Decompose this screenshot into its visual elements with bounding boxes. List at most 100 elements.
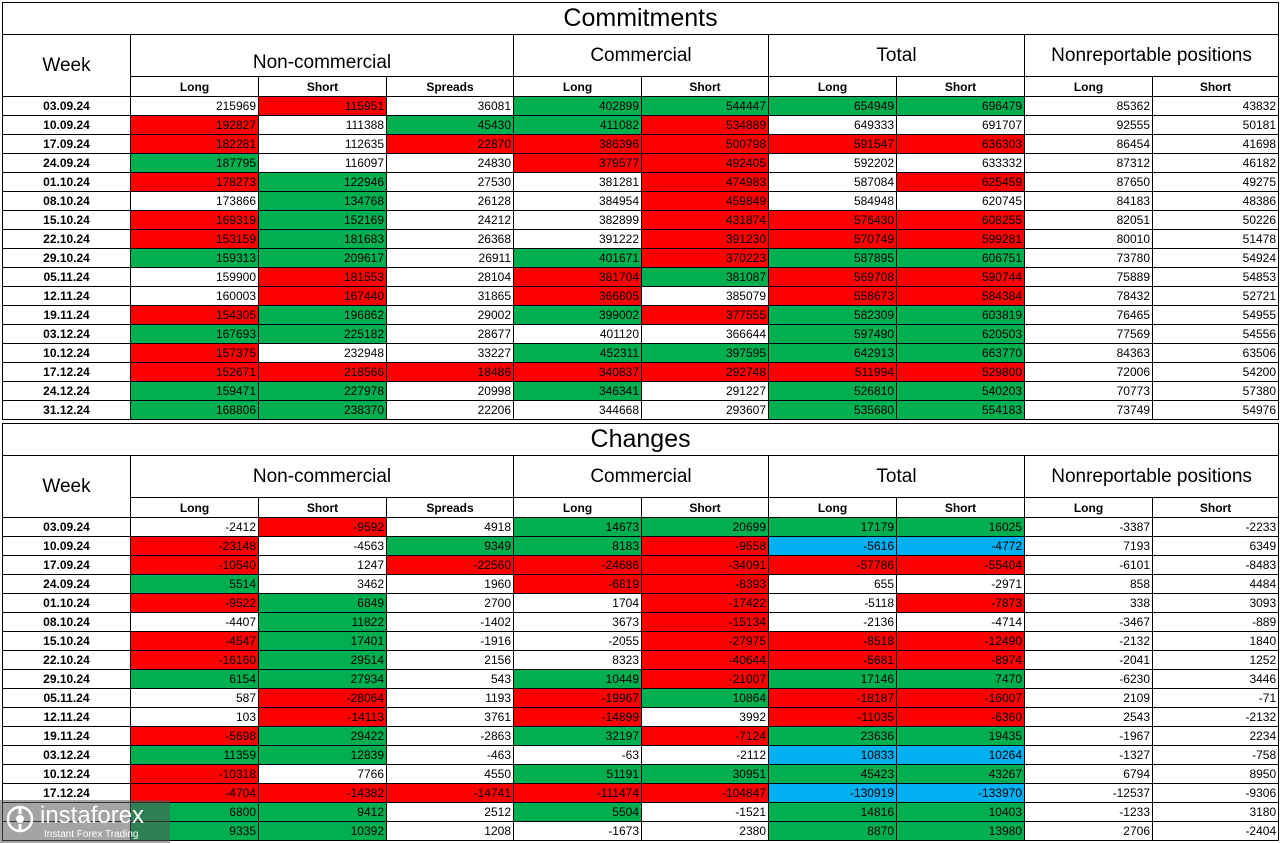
value-cell: 592202 (768, 153, 897, 173)
table-row: 03.09.24 -2412 -9592 4918 14673 20699 17179 160… (2, 517, 1280, 537)
sub-header: Long (768, 76, 897, 97)
value-cell: -24686 (513, 555, 642, 575)
value-cell: 181553 (258, 267, 387, 287)
week-header: Week (2, 34, 131, 97)
value-cell: 366805 (513, 286, 642, 306)
table-row: 24.09.24 5514 3462 1960 -6819 -8393 655 -2971 85… (2, 574, 1280, 594)
table-row: 22.10.24 -16160 29514 2156 8323 -40644 -5681 -8… (2, 650, 1280, 670)
value-cell: 1208 (386, 821, 514, 841)
value-cell: 6849 (258, 593, 387, 613)
value-cell: 10449 (513, 669, 642, 689)
value-cell: 10392 (258, 821, 387, 841)
table-row: 03.12.24 167693 225182 28677 401120 366644 597… (2, 324, 1280, 344)
value-cell: 29002 (386, 305, 514, 325)
week-cell: 24.09.24 (2, 574, 131, 594)
value-cell: 50226 (1151, 210, 1280, 230)
value-cell: -463 (386, 745, 514, 765)
value-cell: 346341 (513, 381, 642, 401)
value-cell: 54955 (1151, 305, 1280, 325)
value-cell: 8183 (513, 536, 642, 556)
value-cell: 17401 (258, 631, 387, 651)
value-cell: -17422 (641, 593, 769, 613)
week-cell: 10.09.24 (2, 115, 131, 135)
value-cell: 27934 (258, 669, 387, 689)
week-cell: 24.12.24 (2, 381, 131, 401)
value-cell: -1673 (513, 821, 642, 841)
value-cell: 3673 (513, 612, 642, 632)
value-cell: 49275 (1151, 172, 1280, 192)
value-cell: -12537 (1024, 783, 1153, 803)
sub-header: Long (130, 76, 259, 97)
value-cell: 544447 (641, 96, 769, 116)
value-cell: -14899 (513, 707, 642, 727)
value-cell: -3387 (1024, 517, 1153, 537)
value-cell: 1193 (386, 688, 514, 708)
sub-header: Short (1151, 497, 1280, 518)
value-cell: 7193 (1024, 536, 1153, 556)
value-cell: 20699 (641, 517, 769, 537)
week-cell: 31.12.24 (2, 400, 131, 420)
table-row: 17.09.24 182281 112635 22870 386396 500798 591… (2, 134, 1280, 154)
value-cell: 397595 (641, 343, 769, 363)
group-header-nonreportable: Nonreportable positions (1023, 455, 1280, 498)
value-cell: 3446 (1151, 669, 1280, 689)
value-cell: -4714 (896, 612, 1025, 632)
value-cell: 43832 (1151, 96, 1280, 116)
table-row: 10.12.24 -10318 7766 4550 51191 30951 45423 432… (2, 764, 1280, 784)
table-row: 15.10.24 -4547 17401 -1916 -2055 -27975 -8518-… (2, 631, 1280, 651)
value-cell: 459849 (641, 191, 769, 211)
value-cell: 366644 (641, 324, 769, 344)
week-cell: 12.11.24 (2, 286, 131, 306)
value-cell: 76465 (1024, 305, 1153, 325)
value-cell: 22206 (386, 400, 514, 420)
week-cell: 03.09.24 (2, 96, 131, 116)
value-cell: 292748 (641, 362, 769, 382)
value-cell: -2971 (896, 574, 1025, 594)
sub-header: Long (130, 497, 259, 518)
value-cell: 587895 (768, 248, 897, 268)
value-cell: 159471 (130, 381, 259, 401)
value-cell: 167440 (258, 286, 387, 306)
week-cell: 05.11.24 (2, 267, 131, 287)
commitments-body: 03.09.24 215969 115951 36081 402899 544447 654… (2, 96, 1280, 420)
value-cell: -2412 (130, 517, 259, 537)
value-cell: 2109 (1024, 688, 1153, 708)
value-cell: 381704 (513, 267, 642, 287)
value-cell: 12839 (258, 745, 387, 765)
value-cell: -8393 (641, 574, 769, 594)
value-cell: 582309 (768, 305, 897, 325)
table-row: 17.12.24 -4704 -14382 -14741 -111474 -104847-… (2, 783, 1280, 803)
week-cell: 19.11.24 (2, 726, 131, 746)
value-cell: -34091 (641, 555, 769, 575)
value-cell: 642913 (768, 343, 897, 363)
value-cell: 9412 (258, 802, 387, 822)
value-cell: 168806 (130, 400, 259, 420)
value-cell: 381087 (641, 267, 769, 287)
value-cell: 655 (768, 574, 897, 594)
table-row: 10.09.24 -23148 -4563 9349 8183 -9558 -5616 -47… (2, 536, 1280, 556)
value-cell: 92555 (1024, 115, 1153, 135)
table-row: 03.12.24 11359 12839 -463 -63 -2112 10833 10264… (2, 745, 1280, 765)
table-row: 08.10.24 -4407 11822 -1402 3673 -15134 -2136 -4… (2, 612, 1280, 632)
value-cell: -4407 (130, 612, 259, 632)
value-cell: 26368 (386, 229, 514, 249)
value-cell: 73780 (1024, 248, 1153, 268)
value-cell: 29514 (258, 650, 387, 670)
value-cell: -2041 (1024, 650, 1153, 670)
value-cell: 10403 (896, 802, 1025, 822)
value-cell: 134768 (258, 191, 387, 211)
sub-header: Short (258, 76, 387, 97)
sub-header: Spreads (386, 76, 514, 97)
value-cell: -133970 (896, 783, 1025, 803)
commitments-table: Commitments Week Non-commercial Commerci… (1, 2, 1280, 420)
value-cell: 620503 (896, 324, 1025, 344)
value-cell: -3467 (1024, 612, 1153, 632)
value-cell: 649333 (768, 115, 897, 135)
sub-header: Long (1024, 76, 1153, 97)
value-cell: 570749 (768, 229, 897, 249)
value-cell: 379577 (513, 153, 642, 173)
value-cell: 2512 (386, 802, 514, 822)
week-cell: 12.11.24 (2, 707, 131, 727)
value-cell: -19967 (513, 688, 642, 708)
table-row: 24.09.24 187795 116097 24830 379577 492405 592… (2, 153, 1280, 173)
